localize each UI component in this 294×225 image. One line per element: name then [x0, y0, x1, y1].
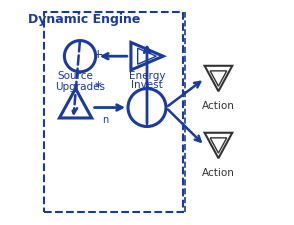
Text: n: n [102, 114, 108, 124]
Text: Energy: Energy [129, 70, 165, 80]
Text: Invest: Invest [131, 80, 163, 90]
Text: Action: Action [202, 167, 235, 177]
Text: Upgrades: Upgrades [55, 81, 105, 91]
Text: Dynamic Engine: Dynamic Engine [28, 13, 141, 26]
Text: Action: Action [202, 101, 235, 111]
Text: Source: Source [58, 70, 93, 80]
Text: +: + [93, 48, 103, 61]
Text: *: * [95, 80, 102, 94]
